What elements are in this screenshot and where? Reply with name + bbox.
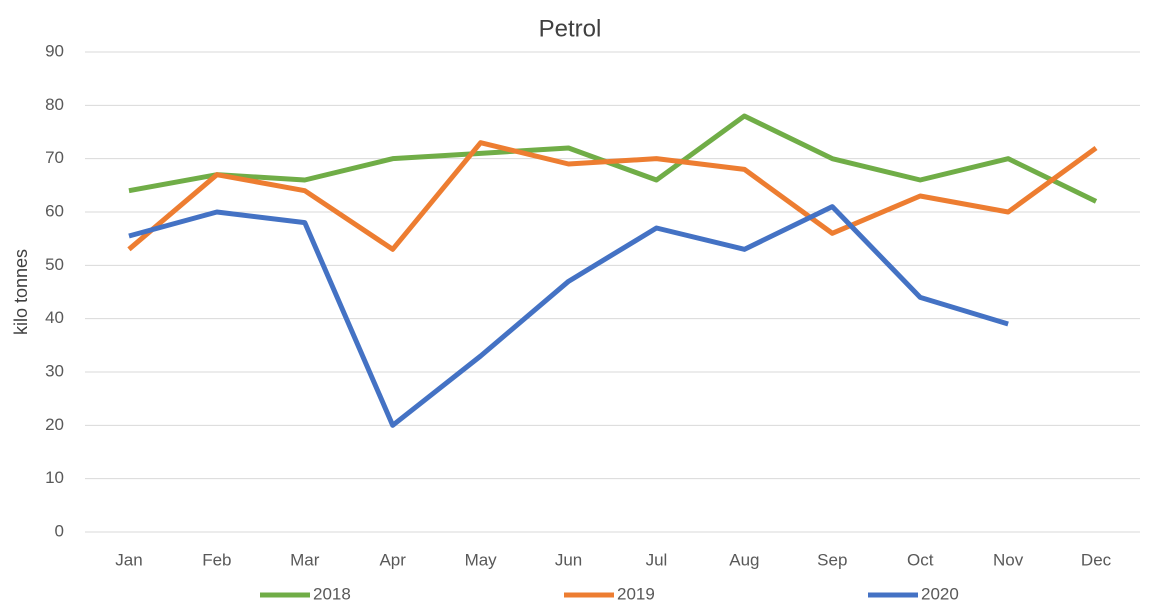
series-line [128,113,1098,204]
legend-label: 2018 [313,584,351,603]
x-tick-label: Oct [907,550,934,569]
series-line [127,140,1098,252]
x-tick-label: Feb [202,550,231,569]
y-tick-label: 0 [55,521,64,540]
x-tick-label: Apr [379,550,406,569]
x-tick-label: May [465,550,498,569]
x-tick-label: Jun [555,550,582,569]
y-tick-label: 70 [45,148,64,167]
y-axis-label: kilo tonnes [11,249,31,335]
y-tick-label: 10 [45,468,64,487]
series-line [128,204,1009,428]
y-tick-label: 50 [45,255,64,274]
x-tick-label: Sep [817,550,847,569]
x-tick-label: Nov [993,550,1024,569]
x-tick-label: Jan [115,550,142,569]
y-tick-label: 60 [45,201,64,220]
x-tick-label: Jul [646,550,668,569]
y-tick-label: 30 [45,361,64,380]
x-tick-label: Mar [290,550,320,569]
y-tick-label: 90 [45,41,64,60]
legend-label: 2020 [921,584,959,603]
y-tick-label: 20 [45,415,64,434]
chart-title: Petrol [539,15,602,42]
x-tick-label: Aug [729,550,759,569]
y-tick-label: 40 [45,308,64,327]
x-tick-label: Dec [1081,550,1112,569]
y-tick-label: 80 [45,95,64,114]
legend-label: 2019 [617,584,655,603]
